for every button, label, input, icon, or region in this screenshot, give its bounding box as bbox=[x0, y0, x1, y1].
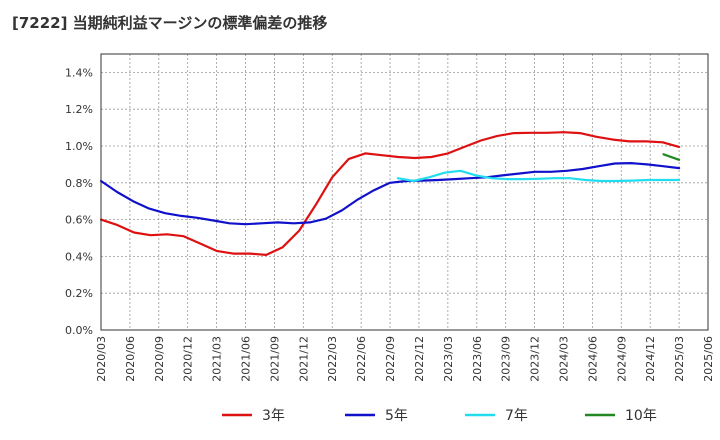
legend-label-2: 7年 bbox=[505, 408, 528, 424]
y-tick-label: 1.2% bbox=[65, 103, 93, 116]
y-tick-label: 0.8% bbox=[65, 177, 93, 190]
x-tick-label: 2020/09 bbox=[153, 336, 166, 382]
x-axis: 2020/03 2020/06 2020/09 2020/12 2021/03 2021/… bbox=[95, 336, 715, 382]
x-tick-label: 2024/12 bbox=[644, 336, 657, 382]
y-tick-label: 0.0% bbox=[65, 324, 93, 337]
x-tick-label: 2021/06 bbox=[240, 336, 253, 382]
y-tick-label: 0.4% bbox=[65, 250, 93, 263]
x-tick-label: 2021/03 bbox=[211, 336, 224, 382]
y-tick-label: 1.0% bbox=[65, 140, 93, 153]
x-tick-label: 2021/12 bbox=[297, 336, 310, 382]
x-tick-label: 2020/06 bbox=[124, 336, 137, 382]
x-tick-label: 2023/06 bbox=[471, 336, 484, 382]
y-axis: 0.0% 0.2% 0.4% 0.6% 0.8% 1.0% 1.2% 1.4% bbox=[65, 66, 93, 337]
x-tick-label: 2023/03 bbox=[442, 336, 455, 382]
series-line-1 bbox=[99, 162, 681, 226]
x-tick-label: 2024/03 bbox=[557, 336, 570, 382]
series-line-2 bbox=[396, 169, 681, 183]
x-tick-label: 2024/09 bbox=[615, 336, 628, 382]
x-tick-label: 2020/12 bbox=[182, 336, 195, 382]
x-tick-label: 2022/06 bbox=[355, 336, 368, 382]
y-tick-label: 0.2% bbox=[65, 287, 93, 300]
series-lines bbox=[99, 131, 681, 256]
x-tick-label: 2023/12 bbox=[529, 336, 542, 382]
x-tick-label: 2020/03 bbox=[95, 336, 108, 382]
series-line-3 bbox=[662, 153, 681, 161]
x-tick-label: 2023/09 bbox=[500, 336, 513, 382]
x-tick-label: 2021/09 bbox=[268, 336, 281, 382]
x-tick-label: 2022/09 bbox=[384, 336, 397, 382]
chart-title: [7222] 当期純利益マージンの標準偏差の推移 bbox=[12, 14, 328, 32]
series-line-0 bbox=[99, 131, 681, 256]
x-tick-label: 2022/12 bbox=[413, 336, 426, 382]
legend-label-1: 5年 bbox=[385, 408, 408, 424]
legend-label-3: 10年 bbox=[625, 408, 657, 424]
y-tick-label: 1.4% bbox=[65, 66, 93, 79]
x-tick-label: 2025/03 bbox=[673, 336, 686, 382]
grid-lines bbox=[100, 54, 709, 331]
legend: 3年 5年 7年 10年 bbox=[222, 408, 657, 424]
y-tick-label: 0.6% bbox=[65, 214, 93, 227]
legend-label-0: 3年 bbox=[262, 408, 285, 424]
x-tick-label: 2025/06 bbox=[702, 336, 715, 382]
plot-frame bbox=[100, 53, 709, 331]
x-tick-label: 2024/06 bbox=[586, 336, 599, 382]
x-tick-label: 2022/03 bbox=[326, 336, 339, 382]
